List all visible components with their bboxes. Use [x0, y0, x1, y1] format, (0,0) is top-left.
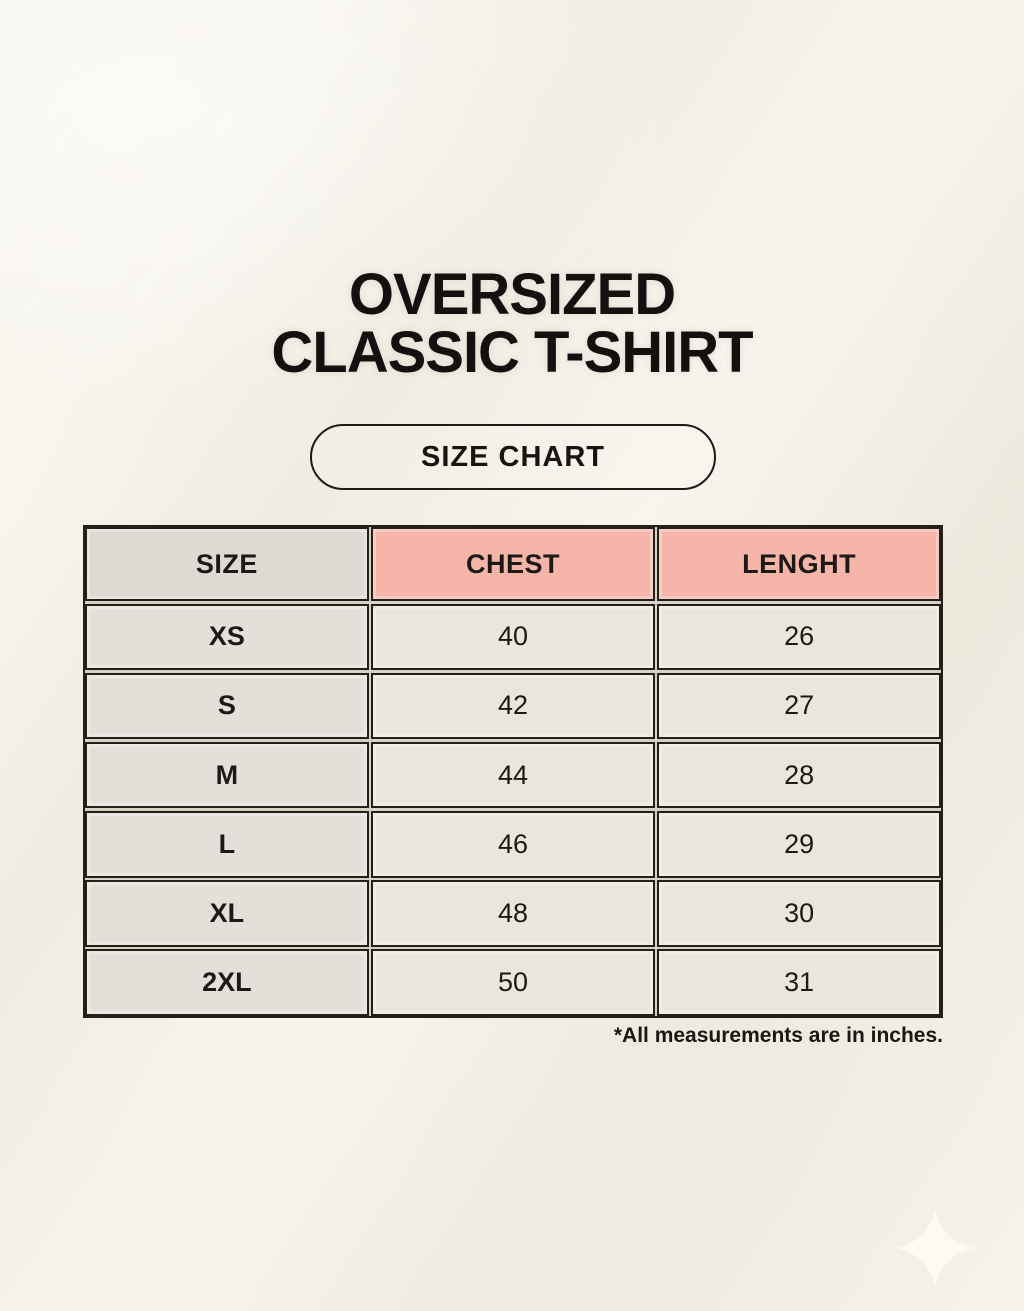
row-xl-length: 30: [657, 880, 941, 947]
row-2xl-length: 31: [657, 949, 941, 1016]
size-chart-badge-label: SIZE CHART: [421, 440, 605, 473]
page-title: OVERSIZED CLASSIC T-SHIRT: [0, 266, 1024, 382]
row-xl-size: XL: [85, 880, 369, 947]
measurements-footnote: *All measurements are in inches.: [613, 1024, 943, 1047]
row-l-size: L: [85, 810, 369, 878]
row-m-length: 28: [657, 741, 941, 809]
title-line-1: OVERSIZED: [348, 262, 676, 327]
row-l-length: 29: [657, 810, 941, 878]
size-chart-badge: SIZE CHART: [310, 424, 716, 490]
row-m-chest: 44: [371, 741, 655, 809]
column-header-chest: CHEST: [371, 527, 655, 601]
row-s-size: S: [85, 672, 369, 740]
row-m-size: M: [85, 741, 369, 809]
row-2xl-chest: 50: [371, 949, 655, 1016]
row-xl-chest: 48: [371, 880, 655, 947]
size-table: SIZE CHEST LENGHT XS 40 26 S 42 27 M 44 …: [83, 525, 943, 1018]
row-l-chest: 46: [371, 810, 655, 878]
column-header-length: LENGHT: [657, 527, 941, 601]
row-s-length: 27: [657, 672, 941, 740]
sparkle-icon: [895, 1208, 975, 1288]
row-s-chest: 42: [371, 672, 655, 740]
title-line-2: CLASSIC T-SHIRT: [271, 320, 753, 385]
row-xs-length: 26: [657, 603, 941, 671]
row-xs-size: XS: [85, 603, 369, 671]
row-xs-chest: 40: [371, 603, 655, 671]
column-header-size: SIZE: [85, 527, 369, 601]
row-2xl-size: 2XL: [85, 949, 369, 1016]
